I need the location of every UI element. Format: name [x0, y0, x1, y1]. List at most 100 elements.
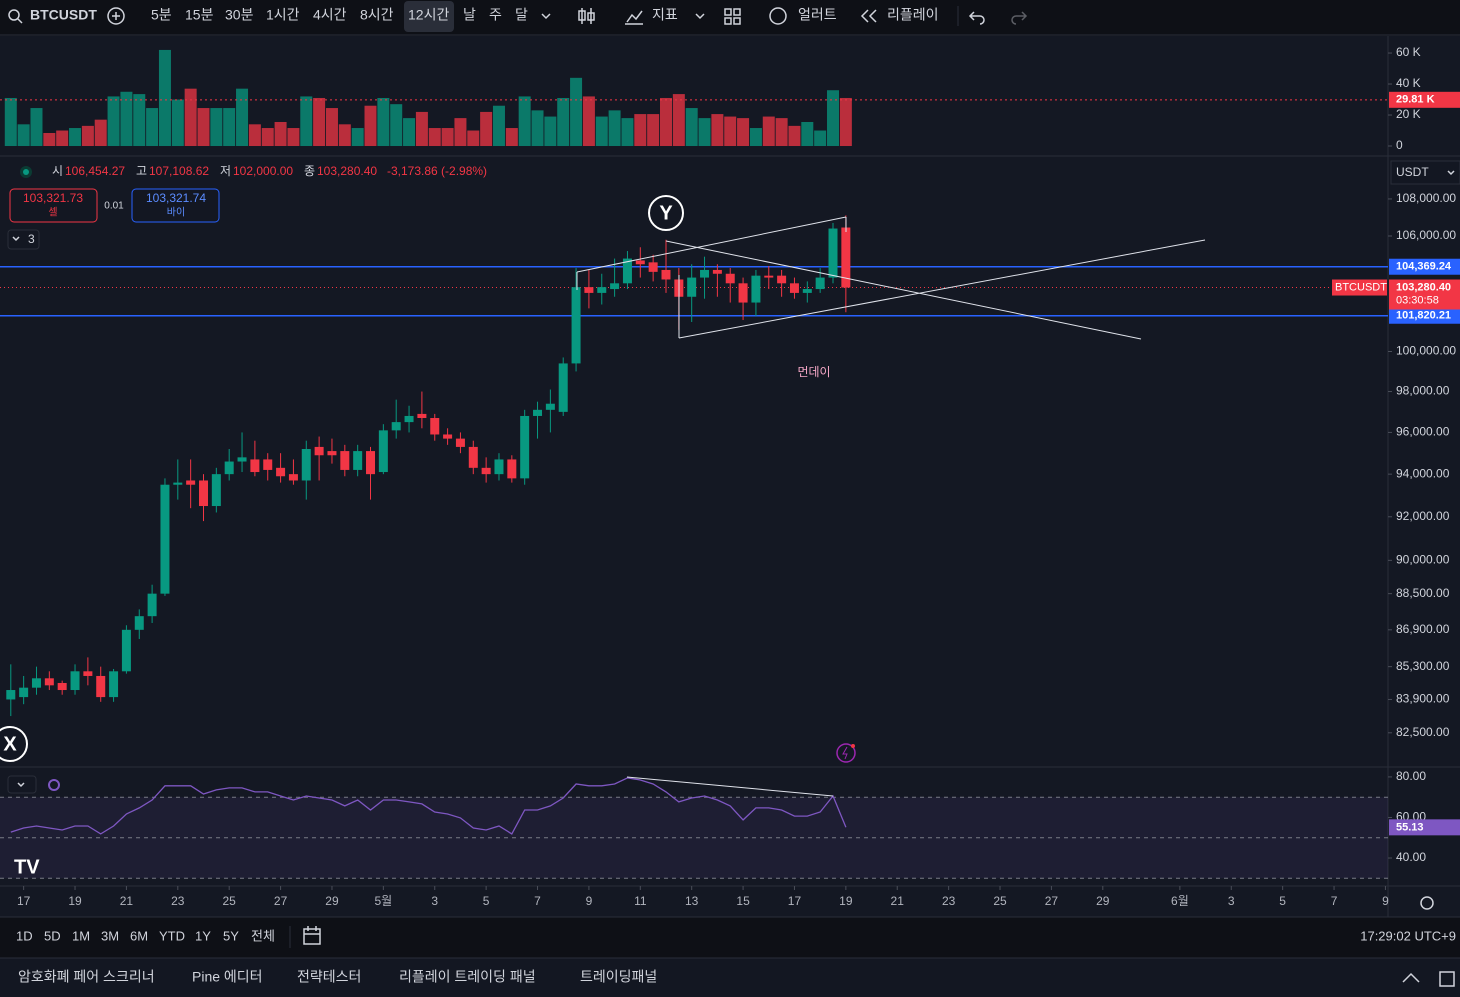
- indicators[interactable]: 지표: [652, 7, 678, 23]
- range-button[interactable]: 전체: [251, 928, 275, 943]
- candle-body: [815, 277, 825, 290]
- replay[interactable]: 리플레이: [887, 7, 939, 23]
- interval[interactable]: 달: [515, 7, 528, 23]
- volume-bar: [724, 116, 737, 147]
- tab[interactable]: 트레이딩패널: [580, 969, 657, 985]
- candle-body: [648, 262, 658, 272]
- range-button[interactable]: 5D: [44, 928, 61, 943]
- candle-body: [173, 482, 183, 485]
- tab[interactable]: Pine 에디터: [192, 969, 263, 985]
- volume-bar: [197, 108, 210, 147]
- volume-bar: [595, 116, 608, 147]
- x-tick-label: 21: [120, 894, 134, 908]
- volume-bar: [325, 108, 338, 147]
- candle-body: [520, 415, 530, 479]
- interval[interactable]: 12시간: [408, 7, 449, 23]
- currency-select[interactable]: [1390, 160, 1460, 185]
- x-tick-label: 5: [483, 894, 490, 908]
- volume-bar: [158, 49, 171, 147]
- volume-ma-label: 29.81 K: [1396, 94, 1435, 106]
- range-button[interactable]: 5Y: [223, 928, 239, 943]
- buy-label: 바이: [167, 207, 185, 219]
- range-button[interactable]: 1M: [72, 928, 90, 943]
- candle-body: [250, 459, 260, 473]
- y-tick-label: 94,000.00: [1396, 466, 1450, 480]
- candle-body: [635, 260, 645, 265]
- event-icon: [842, 746, 848, 760]
- sell-button[interactable]: [9, 188, 98, 223]
- interval[interactable]: 5분: [151, 7, 172, 23]
- candle-body: [237, 457, 247, 462]
- add-symbol[interactable]: [107, 7, 125, 25]
- volume-bar: [56, 130, 69, 147]
- interval[interactable]: 1시간: [266, 7, 300, 23]
- x-tick-label: 17: [17, 894, 31, 908]
- maximize-panel[interactable]: [1439, 971, 1455, 987]
- interval[interactable]: 주: [489, 7, 502, 23]
- interval[interactable]: 날: [463, 7, 476, 23]
- range-button[interactable]: 1D: [16, 928, 33, 943]
- x-tick-label: 11: [634, 894, 647, 908]
- candle-body: [622, 258, 632, 284]
- candle-body: [764, 275, 774, 278]
- interval[interactable]: 15분: [185, 7, 214, 23]
- candle-body: [571, 287, 581, 364]
- event-icon[interactable]: [836, 743, 856, 763]
- x-tick-label: 19: [68, 894, 82, 908]
- more-intervals[interactable]: [541, 13, 551, 20]
- volume-bar: [557, 97, 570, 147]
- rsi-line: [10, 777, 847, 835]
- settings[interactable]: [1420, 896, 1434, 910]
- x-tick-label: 9: [586, 894, 593, 908]
- candle-body: [263, 459, 273, 470]
- symbol[interactable]: BTCUSDT: [30, 7, 97, 23]
- interval[interactable]: 30분: [225, 7, 254, 23]
- alert[interactable]: 얼러트: [798, 7, 837, 23]
- interval[interactable]: 8시간: [360, 7, 394, 23]
- y-tick-label: 40 K: [1396, 76, 1421, 90]
- tab[interactable]: 전략테스터: [297, 969, 361, 985]
- candle-body: [404, 415, 414, 423]
- x-tick-label: 13: [685, 894, 699, 908]
- range-button[interactable]: YTD: [159, 928, 185, 943]
- buy-button[interactable]: [131, 188, 220, 223]
- templates[interactable]: [724, 8, 741, 25]
- candle-body: [6, 690, 16, 700]
- redo[interactable]: [1011, 11, 1028, 25]
- candle-body: [378, 430, 388, 473]
- plot: 17 19 21 23 25 27 29 5월 3 5 7 9 11 13 15 17 19 21 23 25 27 29…: [0, 45, 1460, 908]
- search-icon[interactable]: [8, 9, 20, 21]
- candle-body: [597, 287, 607, 293]
- volume-bar: [338, 124, 351, 147]
- x-tick-label: 27: [1045, 894, 1059, 908]
- candle-body: [83, 671, 93, 676]
- date-range-icon[interactable]: [303, 926, 321, 945]
- range-button[interactable]: 6M: [130, 928, 148, 943]
- volume-bar: [762, 116, 775, 147]
- price-line-label-bg: [1389, 307, 1460, 324]
- volume-bar: [827, 90, 840, 147]
- collapse-button[interactable]: [7, 229, 40, 250]
- range-button[interactable]: 1Y: [195, 928, 211, 943]
- indicators-menu[interactable]: [695, 13, 705, 20]
- interval[interactable]: 4시간: [313, 7, 347, 23]
- candle-body: [507, 459, 517, 479]
- chart-type[interactable]: [578, 8, 595, 24]
- volume-bar: [43, 132, 56, 147]
- candle-body: [712, 269, 722, 274]
- add-symbol: [112, 12, 120, 20]
- volume-bar: [634, 114, 647, 147]
- volume-bar: [480, 111, 493, 147]
- candle-body: [70, 671, 80, 691]
- volume-bar: [171, 99, 184, 147]
- volume-bar: [428, 128, 441, 147]
- collapse-count: 3: [28, 232, 35, 246]
- volume-bar: [248, 124, 261, 147]
- tab[interactable]: 암호화폐 페어 스크리너: [18, 969, 155, 985]
- volume-bar: [30, 108, 43, 147]
- expand-panel[interactable]: [1402, 972, 1420, 983]
- range-button[interactable]: 3M: [101, 928, 119, 943]
- candle-body: [147, 593, 157, 617]
- undo[interactable]: [968, 11, 985, 25]
- tab[interactable]: 리플레이 트레이딩 패널: [399, 969, 536, 985]
